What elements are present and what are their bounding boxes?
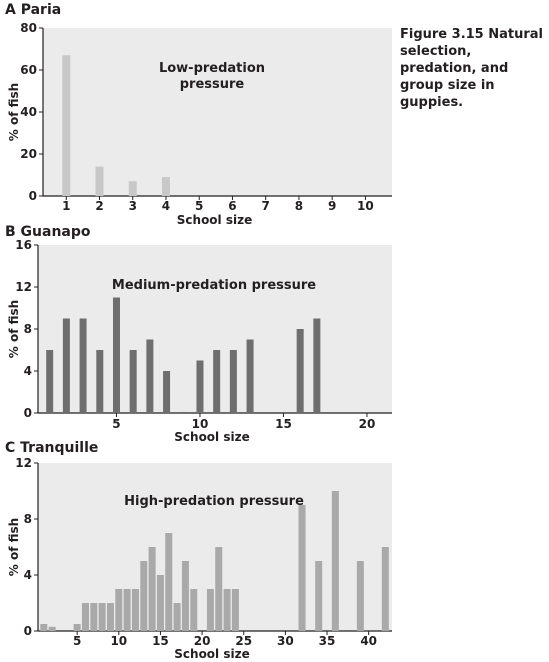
bar [62,55,71,196]
figure-caption: Figure 3.15 Natural selection, predation… [400,27,544,110]
chart-annotation: pressure [180,77,245,92]
bar [206,589,214,631]
x-tick-label: 5 [112,417,120,431]
bar [115,589,123,631]
bar [313,318,321,413]
x-tick-label: 8 [295,199,303,213]
y-tick-label: 40 [20,105,37,119]
x-tick-label: 10 [192,417,209,431]
bar [46,350,54,413]
bar [331,491,339,631]
x-axis-label: School size [174,647,249,661]
y-axis-label: % of fish [7,83,21,141]
y-axis-label: % of fish [7,300,21,358]
bar [179,411,187,413]
x-tick-label: 35 [319,634,336,648]
bar [146,339,154,413]
bar [156,575,164,631]
chart-annotation: Medium-predation pressure [112,278,316,293]
bar [123,589,131,631]
x-tick-label: 30 [277,634,294,648]
bar [215,547,223,631]
bar [148,547,156,631]
bar [229,350,237,413]
x-tick-label: 10 [357,199,374,213]
bar [128,181,137,196]
bar [129,350,137,413]
y-tick-label: 0 [29,189,37,203]
y-tick-label: 0 [24,624,32,638]
bar [90,603,98,631]
panel-label: A Paria [5,2,61,18]
y-tick-label: 80 [20,21,37,35]
y-tick-label: 12 [15,280,32,294]
x-tick-label: 4 [162,199,170,213]
bar [95,166,104,196]
bar [213,350,221,413]
bar [73,624,81,631]
y-tick-label: 16 [15,238,32,252]
bar [223,589,231,631]
y-tick-label: 60 [20,63,37,77]
panel-label: C Tranquille [5,440,98,456]
y-tick-label: 8 [24,512,32,526]
x-tick-label: 6 [228,199,236,213]
x-axis-label: School size [177,213,252,227]
bar [296,329,304,413]
x-tick-label: 5 [73,634,81,648]
x-tick-label: 9 [328,199,336,213]
x-tick-label: 15 [152,634,169,648]
bar [163,371,171,413]
y-tick-label: 0 [24,406,32,420]
bar [62,318,70,413]
bar [181,561,189,631]
bar [356,561,364,631]
bar [165,533,173,631]
x-tick-label: 5 [195,199,203,213]
bar [106,603,114,631]
bar [315,561,323,631]
x-tick-label: 2 [95,199,103,213]
chart-annotation: Low-predation [159,61,265,76]
bar [98,603,106,631]
bar [161,177,170,196]
bar [140,561,148,631]
bar [173,603,181,631]
y-axis-label: % of fish [7,518,21,576]
x-axis-label: School size [174,430,249,444]
x-tick-label: 7 [262,199,270,213]
bar [196,360,204,413]
x-tick-label: 40 [360,634,377,648]
plot-background [43,28,392,196]
x-tick-label: 1 [62,199,70,213]
bar [231,589,239,631]
bar [48,626,56,631]
x-tick-label: 3 [129,199,137,213]
y-tick-label: 12 [15,456,32,470]
chart-annotation: High-predation pressure [124,494,304,509]
panel-label: B Guanapo [5,224,91,240]
bar [79,318,87,413]
x-tick-label: 25 [235,634,252,648]
x-tick-label: 15 [275,417,292,431]
bar [96,350,104,413]
x-tick-label: 10 [110,634,127,648]
bar [40,624,48,631]
y-tick-label: 8 [24,322,32,336]
y-tick-label: 4 [24,364,32,378]
bar [381,547,389,631]
bar [81,603,89,631]
bar [112,297,120,413]
bar [298,505,306,631]
x-tick-label: 20 [194,634,211,648]
bar [190,589,198,631]
bar [131,589,139,631]
bar [246,339,254,413]
x-tick-label: 20 [359,417,376,431]
y-tick-label: 20 [20,147,37,161]
y-tick-label: 4 [24,568,32,582]
